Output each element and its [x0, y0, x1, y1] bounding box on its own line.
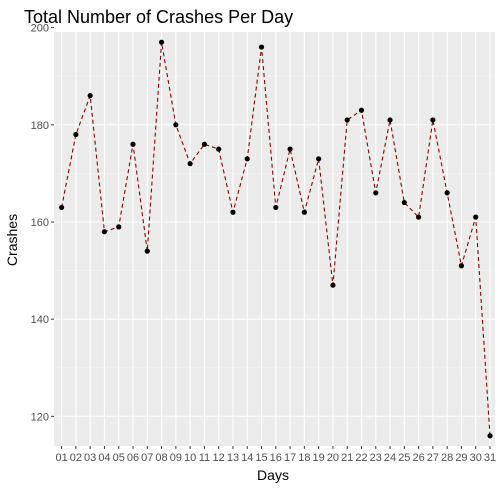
- data-point: [487, 433, 493, 439]
- data-point: [73, 131, 79, 138]
- data-points: [59, 39, 493, 439]
- x-tick-label: 21: [341, 452, 353, 464]
- x-tick-label: 03: [84, 452, 96, 464]
- x-tick-label: 02: [70, 452, 82, 464]
- data-point: [358, 107, 365, 113]
- data-point: [173, 122, 179, 128]
- x-tick-label: 27: [427, 452, 439, 464]
- x-tick-label: 04: [98, 452, 110, 464]
- x-tick-label: 30: [470, 452, 482, 464]
- x-tick-label: 24: [384, 452, 396, 464]
- data-point: [373, 190, 379, 196]
- x-tick-label: 12: [213, 452, 225, 464]
- data-point: [273, 204, 279, 211]
- y-axis-title: Crashes: [4, 214, 20, 266]
- x-tick-label: 25: [398, 452, 410, 464]
- plot-panel: [54, 32, 495, 446]
- data-point: [416, 214, 422, 220]
- x-tick-label: 06: [127, 452, 139, 464]
- data-point: [230, 209, 236, 215]
- data-point: [430, 117, 436, 123]
- data-point: [473, 214, 479, 220]
- y-tick-label: 160: [31, 217, 49, 229]
- data-point: [444, 190, 450, 196]
- x-tick-label: 31: [484, 452, 496, 464]
- x-tick-label: 08: [155, 452, 167, 464]
- x-tick-label: 13: [227, 452, 239, 464]
- data-point: [187, 161, 193, 167]
- x-axis-title: Days: [257, 467, 289, 483]
- data-point: [87, 93, 93, 99]
- y-tick-label: 140: [31, 314, 49, 326]
- data-point: [101, 229, 108, 235]
- data-point: [116, 224, 122, 230]
- y-tick-label: 120: [31, 411, 49, 423]
- x-tick-label: 11: [199, 452, 210, 464]
- data-point: [201, 141, 207, 147]
- y-axis: 120 140 160 180 200: [31, 23, 54, 423]
- data-point: [458, 263, 465, 269]
- data-point: [287, 146, 293, 152]
- x-tick-label: 09: [170, 452, 182, 464]
- data-point: [316, 156, 322, 162]
- minor-gridlines: [54, 75, 495, 369]
- x-tick-label: 28: [441, 452, 453, 464]
- major-gridlines: [54, 27, 495, 446]
- chart-title: Total Number of Crashes Per Day: [24, 7, 293, 27]
- data-point: [330, 282, 336, 288]
- x-tick-label: 19: [313, 452, 325, 464]
- data-point: [258, 44, 265, 50]
- x-tick-label: 22: [355, 452, 367, 464]
- data-point: [244, 156, 250, 162]
- x-tick-label: 01: [55, 452, 67, 464]
- data-point: [130, 141, 136, 147]
- data-point: [401, 199, 407, 206]
- x-tick-label: 17: [284, 452, 296, 464]
- data-point: [144, 248, 150, 254]
- x-tick-label: 10: [184, 452, 196, 464]
- x-tick-label: 15: [255, 452, 267, 464]
- x-tick-label: 05: [113, 452, 125, 464]
- data-point: [344, 117, 350, 123]
- y-tick-label: 200: [31, 23, 49, 35]
- x-tick-label: 20: [327, 452, 339, 464]
- x-tick-label: 18: [298, 452, 310, 464]
- x-axis: 01 02 03 04 05 06 07 08 09 10 11 12 13 14 15 16 17 18 19 20…: [55, 446, 496, 464]
- x-tick-label: 29: [455, 452, 467, 464]
- data-point: [59, 204, 65, 211]
- data-point: [301, 209, 307, 215]
- x-tick-label: 26: [412, 452, 424, 464]
- x-tick-label: 07: [141, 452, 153, 464]
- data-point: [216, 146, 222, 152]
- data-point: [158, 39, 165, 45]
- data-point: [387, 117, 393, 123]
- y-tick-label: 180: [31, 120, 49, 132]
- x-tick-label: 14: [241, 452, 253, 464]
- x-tick-label: 23: [370, 452, 382, 464]
- x-tick-label: 16: [270, 452, 282, 464]
